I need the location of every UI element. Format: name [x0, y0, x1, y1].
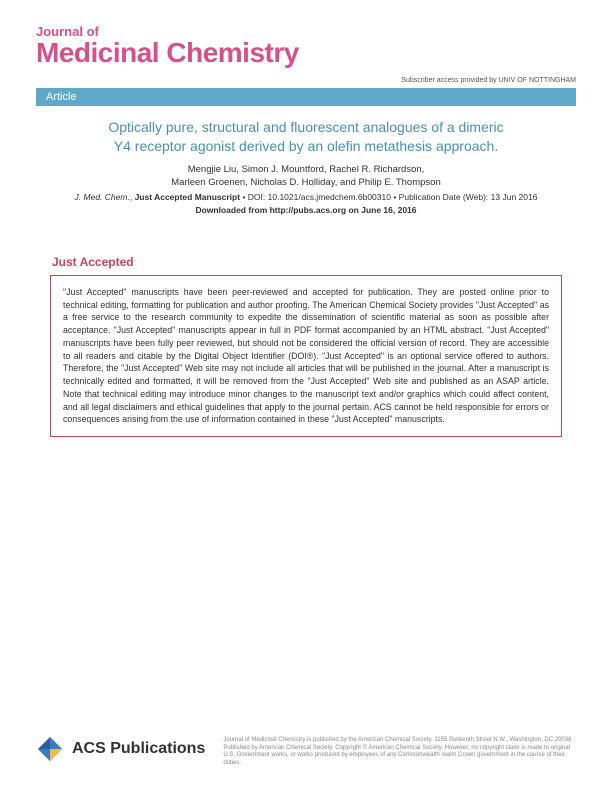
subscriber-notice: Subscriber access provided by UNIV OF NO…	[0, 77, 612, 88]
acs-diamond-icon	[36, 735, 64, 763]
article-metadata: Optically pure, structural and fluoresce…	[0, 118, 612, 235]
article-tag-bar: Article	[36, 88, 576, 106]
footer-legal-text: Journal of Medicinal Chemistry is publis…	[223, 735, 576, 768]
pub-date-value: 13 Jun 2016	[491, 192, 538, 202]
article-title-line1: Optically pure, structural and fluoresce…	[108, 119, 503, 135]
footer-copyright: Published by American Chemical Society. …	[223, 745, 576, 768]
authors-line2: Marleen Groenen, Nicholas D. Holliday, a…	[50, 177, 562, 188]
download-url: http://pubs.acs.org	[270, 205, 347, 215]
article-title: Optically pure, structural and fluoresce…	[50, 118, 562, 156]
journal-title: Medicinal Chemistry	[36, 37, 576, 69]
journal-abbreviation: J. Med. Chem.	[75, 192, 130, 202]
download-date: on June 16, 2016	[346, 205, 416, 215]
doi-label: DOI:	[248, 192, 265, 202]
authors-line1: Mengjie Liu, Simon J. Mountford, Rachel …	[50, 164, 562, 175]
just-accepted-label: Just Accepted	[52, 255, 562, 269]
acs-publications-label: ACS Publications	[72, 740, 205, 758]
footer-address: Journal of Medicinal Chemistry is publis…	[223, 737, 576, 745]
just-accepted-section: Just Accepted "Just Accepted" manuscript…	[50, 255, 562, 437]
article-title-line2: Y4 receptor agonist derived by an olefin…	[114, 138, 498, 154]
acs-logo-block: ACS Publications	[36, 735, 205, 763]
citation-line: J. Med. Chem., Just Accepted Manuscript …	[50, 192, 562, 202]
download-info: Downloaded from http://pubs.acs.org on J…	[50, 205, 562, 215]
pub-date-label: Publication Date (Web):	[399, 192, 489, 202]
just-accepted-box: "Just Accepted" manuscripts have been pe…	[50, 275, 562, 437]
doi-value: 10.1021/acs.jmedchem.6b00310	[268, 192, 391, 202]
download-prefix: Downloaded from	[195, 205, 269, 215]
manuscript-type: Just Accepted Manuscript	[135, 192, 241, 202]
journal-header: Journal of Medicinal Chemistry	[0, 0, 612, 77]
page-footer: ACS Publications Journal of Medicinal Ch…	[36, 735, 576, 768]
